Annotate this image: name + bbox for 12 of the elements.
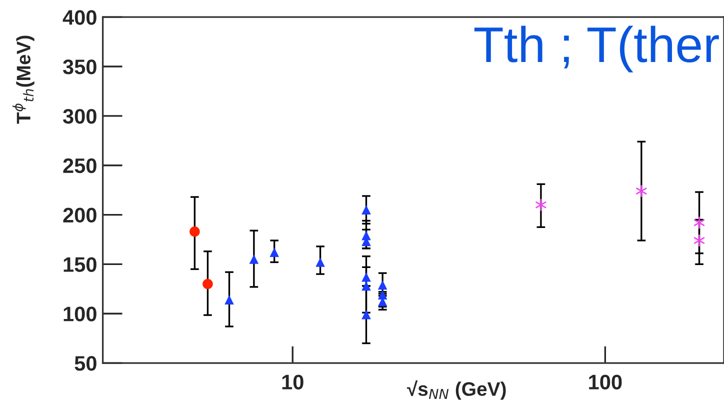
x-axis-title: √s$_{NN}$ (GeV) <box>406 380 506 400</box>
y-tick-label: 250 <box>63 158 96 174</box>
x-tick-label: 10 <box>282 374 304 390</box>
y-tick-label: 300 <box>62 108 96 124</box>
annotation: Tth ; T(ther <box>474 26 719 72</box>
y-tick-label: 200 <box>63 208 96 223</box>
y-tick-label: 350 <box>62 60 96 74</box>
y-tick-label: 100 <box>64 306 96 322</box>
y-tick-label: 400 <box>62 10 96 25</box>
y-tick-label: 50 <box>74 356 96 371</box>
y-tick-label: 150 <box>64 257 96 272</box>
y-axis-title: T$^{ϕ}$$_{th}$(MeV) <box>12 36 34 124</box>
